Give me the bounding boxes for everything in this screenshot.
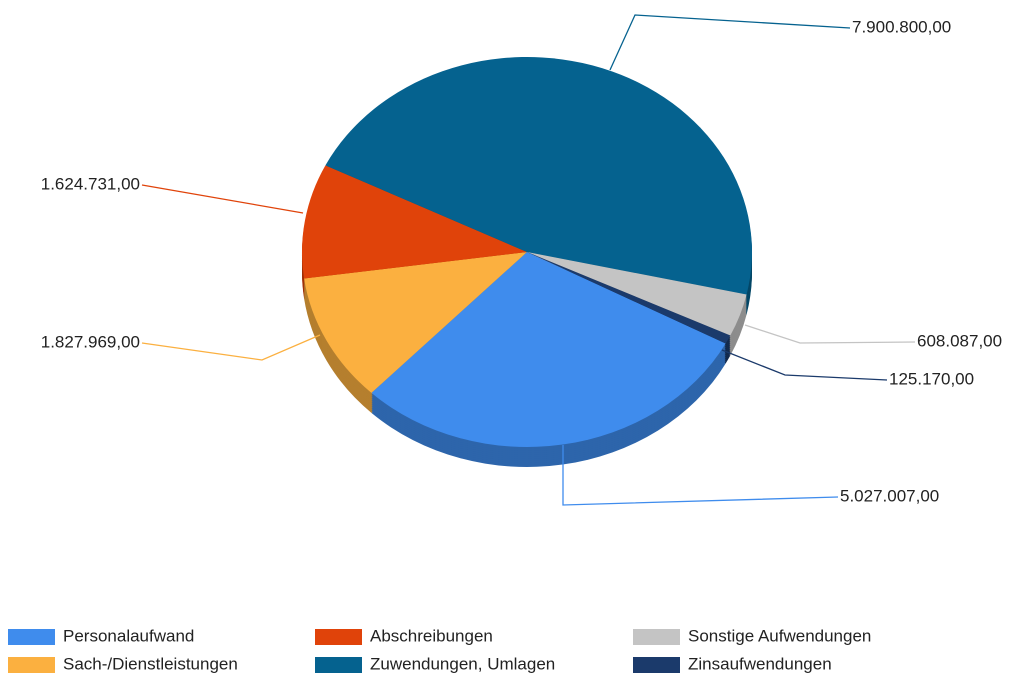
leader-line: [141, 184, 304, 214]
legend-swatch: [315, 629, 362, 645]
data-label: 7.900.800,00: [852, 17, 951, 36]
leader-line: [141, 334, 321, 361]
legend-label: Zinsaufwendungen: [688, 654, 832, 673]
data-label: 1.827.969,00: [41, 332, 140, 351]
legend-swatch: [8, 629, 55, 645]
leader-line: [744, 324, 916, 344]
data-label: 608.087,00: [917, 331, 1002, 350]
legend-swatch: [633, 657, 680, 673]
legend-label: Zuwendungen, Umlagen: [370, 654, 555, 673]
slice: [304, 252, 527, 393]
slice: [325, 56, 752, 295]
legend-label: Sonstige Aufwendungen: [688, 626, 871, 645]
leader-line: [562, 445, 839, 506]
legend-swatch: [315, 657, 362, 673]
legend-label: Personalaufwand: [63, 626, 194, 645]
slice: [301, 165, 527, 279]
legend-swatch: [633, 629, 680, 645]
data-label: 125.170,00: [889, 369, 974, 388]
leader-line: [609, 14, 851, 71]
slice: [371, 252, 726, 448]
data-label: 5.027.007,00: [840, 486, 939, 505]
slice: [527, 252, 731, 344]
legend-label: Abschreibungen: [370, 626, 493, 645]
legend-label: Sach-/Dienstleistungen: [63, 654, 238, 673]
data-label: 1.624.731,00: [41, 174, 140, 193]
legend-swatch: [8, 657, 55, 673]
slice: [527, 252, 747, 336]
leader-line: [721, 349, 888, 381]
